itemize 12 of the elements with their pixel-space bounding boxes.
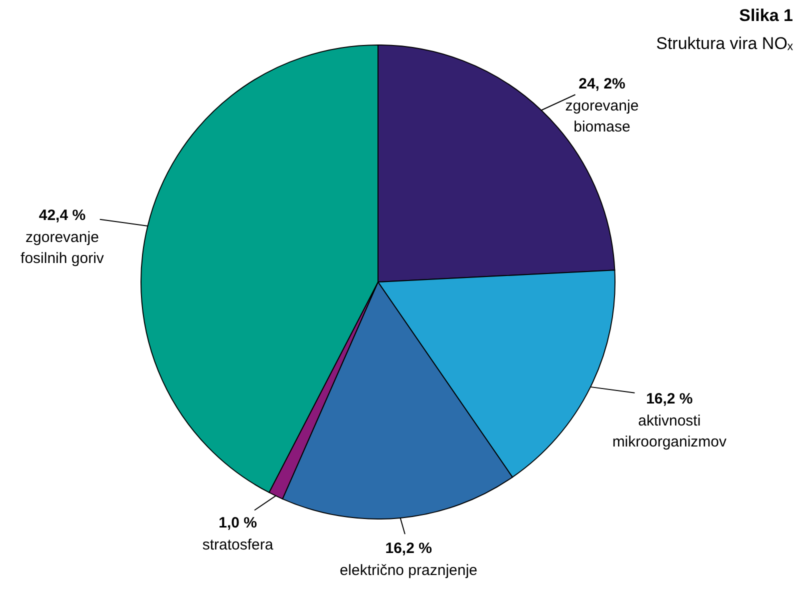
chart-subtitle: Struktura vira NOₓ [656,34,794,53]
data-label: 16,2 % [385,540,432,557]
data-label: 1,0 % [218,514,257,532]
text: Slika 1 [739,6,793,25]
data-label: 42,4 % [38,207,86,224]
data-label: 16,2 % [646,390,693,408]
data-label: 24, 2% [578,75,626,92]
slice-label: električno praznjenje [340,562,478,579]
slice-label: zgorevanje fosilnih goriv [20,229,104,268]
slice-label: zgorevanje biomase [565,97,639,136]
slice-label: aktivnosti mikroorganizmov [612,412,728,451]
slice-label: stratosfera [202,536,274,554]
